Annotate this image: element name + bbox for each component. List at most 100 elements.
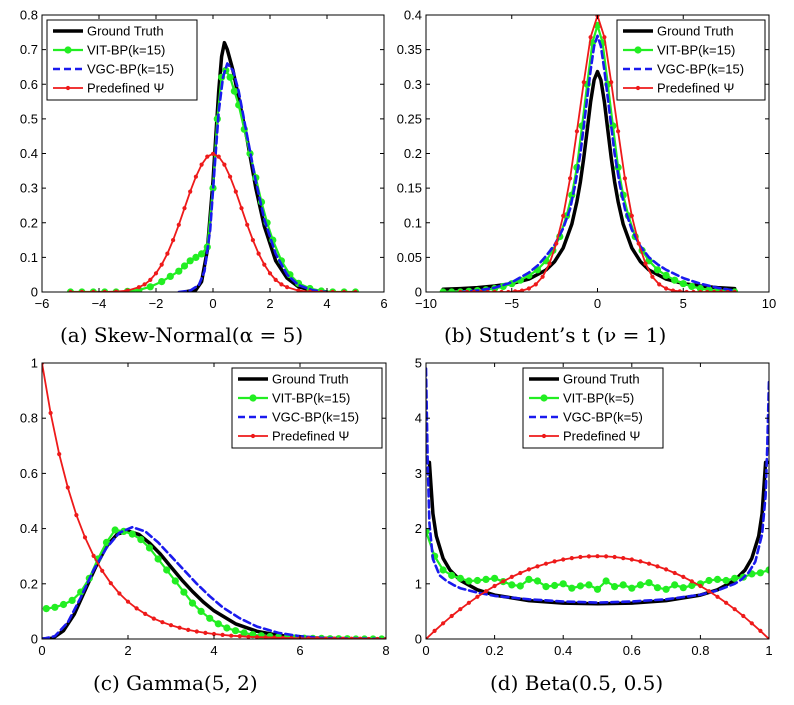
series-point-predefined (458, 289, 463, 292)
y-tick-label: 0.1 (20, 250, 38, 265)
legend-box (231, 367, 383, 449)
legend-marker-predefined (541, 433, 547, 439)
series-point-vit_bp (731, 574, 739, 582)
series-point-predefined (125, 599, 131, 604)
plot-lines (66, 40, 360, 292)
series-point-predefined (134, 606, 139, 611)
series-point-predefined (552, 559, 557, 564)
series-point-predefined (578, 554, 583, 560)
panel-caption: (c) Gamma(5, 2) (93, 671, 258, 695)
series-point-predefined (330, 289, 335, 292)
series-point-vit_bp (111, 526, 119, 534)
series-point-predefined (588, 35, 593, 40)
series-point-vit_bp (128, 530, 136, 538)
series-point-vit_bp (102, 538, 111, 547)
y-tick-label: 0.15 (397, 181, 422, 196)
series-point-vit_bp (688, 282, 696, 291)
x-tick-label: 4 (323, 296, 330, 311)
y-tick-label: 0.6 (20, 466, 38, 481)
series-point-vit_bp (456, 574, 464, 582)
series-point-predefined (629, 213, 634, 218)
series-point-predefined (273, 277, 278, 282)
series-point-vit_bp (679, 584, 687, 592)
y-tick-label: 0.4 (20, 521, 38, 536)
y-tick-label: 0 (31, 632, 38, 647)
series-point-predefined (82, 535, 88, 540)
series-point-vit_bp (439, 288, 447, 292)
series-point-predefined (458, 607, 463, 612)
series-point-predefined (153, 271, 159, 276)
series-point-predefined (342, 289, 347, 292)
series-point-vit_bp (593, 585, 602, 593)
series-point-predefined (612, 554, 617, 560)
series-point-predefined (136, 285, 141, 290)
x-tick-label: 0.6 (623, 643, 641, 658)
series-point-vit_bp (158, 278, 166, 286)
series-point-predefined (239, 206, 244, 211)
series-point-predefined (492, 583, 497, 589)
series-point-predefined (535, 564, 540, 569)
series-point-vit_bp (192, 253, 200, 261)
x-tick-label: −2 (149, 296, 164, 311)
x-tick-label: 8 (382, 643, 389, 658)
series-point-vit_bp (653, 584, 662, 592)
series-point-predefined (432, 628, 437, 634)
y-tick-label: 1 (415, 576, 422, 591)
series-line-vgc_bp (426, 367, 769, 604)
chart-panel-a: −6 −4 −2 0 2 4 6 0 0.1 0.2 0.3 0.4 0.5 0.6 0.7 0.8 Groun… (20, 8, 388, 348)
series-point-predefined (718, 289, 724, 292)
series-point-vit_bp (180, 588, 188, 596)
series-point-predefined (691, 289, 696, 292)
series-point-predefined (228, 174, 233, 179)
y-tick-label: 0.8 (20, 411, 38, 426)
series-point-vit_bp (146, 283, 154, 291)
series-point-predefined (506, 289, 511, 292)
legend-marker-predefined (635, 85, 641, 91)
series-point-vit_bp (636, 581, 645, 589)
series-point-predefined (375, 636, 380, 639)
series-point-predefined (478, 289, 483, 292)
x-tick-label: 0.4 (554, 643, 572, 658)
series-point-vit_bp (59, 600, 68, 609)
series-point-predefined (203, 630, 208, 636)
series-point-predefined (749, 621, 754, 626)
series-point-predefined (712, 289, 717, 292)
x-tick-label: 2 (266, 296, 273, 311)
chart-panel-c: 0 2 4 6 8 0 0.2 0.4 0.6 0.8 1 Ground Truth VIT-BP(k=… (20, 356, 390, 696)
series-point-predefined (684, 289, 689, 292)
legend-label: Predefined Ψ (87, 81, 164, 96)
series-point-predefined (143, 611, 148, 617)
y-tick-label: 0.25 (397, 111, 422, 126)
series-point-predefined (732, 289, 737, 292)
series-point-vit_bp (671, 276, 679, 284)
series-point-predefined (540, 274, 545, 279)
y-tick-label: 3 (415, 466, 422, 481)
series-point-predefined (262, 262, 267, 267)
series-point-vit_bp (696, 284, 704, 292)
series-point-predefined (168, 623, 174, 628)
x-tick-label: 5 (680, 296, 687, 311)
series-point-predefined (449, 613, 454, 619)
series-point-predefined (91, 289, 96, 292)
panel-caption: (d) Beta(0.5, 0.5) (490, 671, 663, 695)
series-point-vit_bp (722, 576, 730, 585)
series-point-vit_bp (145, 544, 154, 552)
series-point-predefined (509, 574, 514, 580)
x-tick-label: −4 (92, 296, 107, 311)
series-point-predefined (698, 583, 703, 589)
series-point-vit_bp (525, 575, 533, 584)
series-point-predefined (689, 579, 694, 584)
series-point-predefined (165, 251, 170, 256)
series-point-vit_bp (568, 584, 576, 592)
series-point-predefined (349, 636, 354, 639)
series-point-predefined (636, 241, 641, 246)
x-tick-label: 6 (380, 296, 387, 311)
series-point-predefined (664, 286, 669, 291)
y-tick-label: 0 (415, 632, 422, 647)
legend-label: Ground Truth (657, 24, 734, 39)
series-point-predefined (151, 616, 156, 621)
series-point-predefined (657, 282, 662, 287)
series-point-vit_bp (171, 577, 179, 585)
series-point-predefined (233, 189, 238, 194)
series-point-predefined (561, 557, 566, 562)
